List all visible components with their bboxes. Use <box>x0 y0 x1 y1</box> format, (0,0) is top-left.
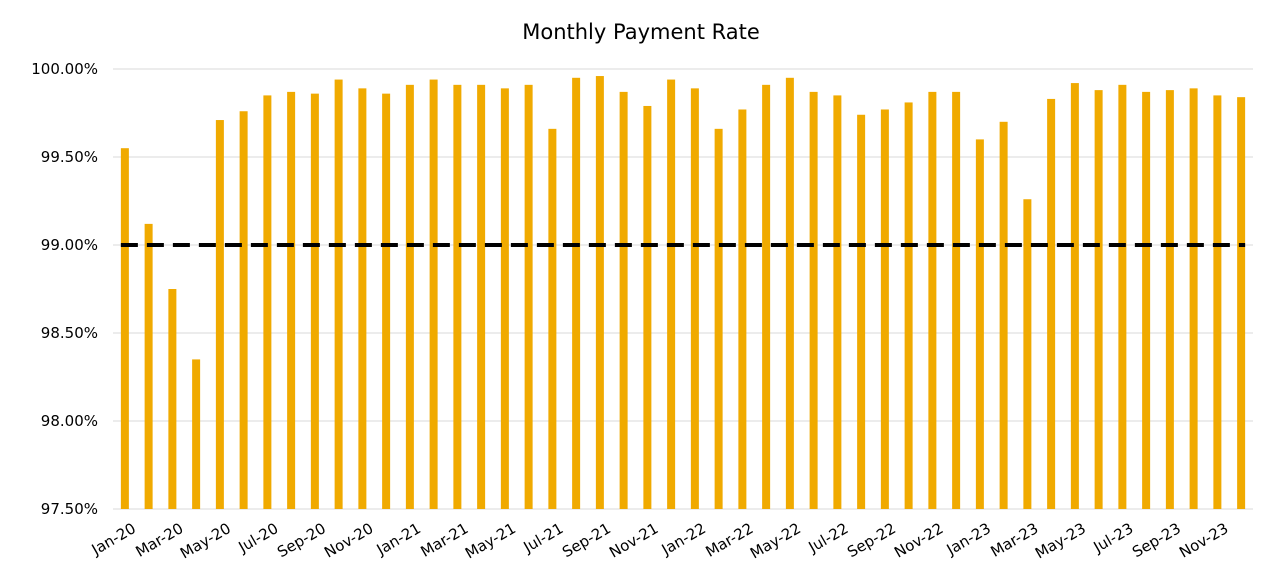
x-tick-label: May-20 <box>177 519 234 562</box>
bar <box>548 128 557 509</box>
bar <box>192 359 201 509</box>
bar <box>239 111 248 510</box>
x-tick-label: Nov-21 <box>606 519 661 561</box>
bar <box>358 88 367 510</box>
y-tick-label: 99.50% <box>41 148 98 166</box>
bar <box>263 95 272 510</box>
x-tick-label: Jul-20 <box>235 519 282 556</box>
bar <box>880 109 889 509</box>
bar <box>1237 97 1246 509</box>
bar <box>714 128 723 509</box>
bar <box>785 77 794 510</box>
y-tick-label: 98.50% <box>41 324 98 342</box>
bar <box>1165 90 1174 510</box>
y-tick-label: 100.00% <box>31 60 98 78</box>
bar <box>999 121 1008 510</box>
x-tick-label: May-22 <box>747 519 804 562</box>
bar <box>690 88 699 510</box>
bar <box>453 84 462 509</box>
x-tick-label: Jul-22 <box>805 519 852 556</box>
x-tick-label: May-21 <box>462 519 519 562</box>
bar <box>120 148 129 509</box>
x-tick-label: Sep-23 <box>1129 519 1184 561</box>
bar <box>1189 88 1198 510</box>
x-tick-label: Nov-20 <box>321 519 376 561</box>
x-tick-label: Jan-22 <box>658 519 709 559</box>
bar <box>382 93 391 509</box>
bar <box>928 91 937 509</box>
bar <box>405 84 414 509</box>
bar <box>975 139 984 509</box>
x-tick-label: Sep-20 <box>274 519 329 561</box>
x-tick-label: Jan-20 <box>88 519 139 559</box>
bar <box>833 95 842 510</box>
bar <box>144 223 153 509</box>
bar <box>1142 91 1151 509</box>
bar <box>738 109 747 509</box>
bar <box>619 91 628 509</box>
grid-lines <box>113 68 1253 510</box>
y-axis-ticks: 97.50% 98.00% 98.50% 99.00% 99.50% 100.00% <box>31 60 98 518</box>
x-tick-label: Jul-21 <box>520 519 567 556</box>
bar <box>643 105 652 510</box>
bar <box>500 88 509 510</box>
bar <box>857 114 866 509</box>
bar <box>429 79 438 509</box>
bar <box>334 79 343 509</box>
bar <box>1118 84 1127 509</box>
bar <box>1023 199 1032 510</box>
bar <box>904 102 913 509</box>
x-tick-label: Sep-21 <box>559 519 614 561</box>
x-tick-label: Sep-22 <box>844 519 899 561</box>
x-tick-label: Mar-23 <box>987 519 1041 561</box>
x-tick-label: Jan-23 <box>943 519 994 559</box>
chart-title: Monthly Payment Rate <box>522 20 760 44</box>
x-tick-label: Mar-21 <box>417 519 471 561</box>
bar <box>287 91 296 509</box>
bar <box>667 79 676 509</box>
x-tick-label: Jan-21 <box>373 519 424 559</box>
x-tick-label: Jul-23 <box>1090 519 1137 556</box>
bar <box>215 120 224 509</box>
bar <box>168 289 177 509</box>
bar <box>1213 95 1222 510</box>
bar <box>952 91 961 509</box>
y-tick-label: 97.50% <box>41 500 98 518</box>
bar <box>762 84 771 509</box>
x-tick-label: Mar-20 <box>132 519 186 561</box>
bars <box>120 76 1246 510</box>
y-tick-label: 98.00% <box>41 412 98 430</box>
bar <box>1070 83 1079 509</box>
bar <box>1094 90 1103 510</box>
y-tick-label: 99.00% <box>41 236 98 254</box>
bar <box>524 84 533 509</box>
bar <box>572 77 581 510</box>
x-tick-label: Mar-22 <box>702 519 756 561</box>
bar <box>477 84 486 509</box>
bar <box>595 76 604 509</box>
bar <box>809 91 818 509</box>
x-tick-label: May-23 <box>1032 519 1089 562</box>
bar <box>1047 98 1056 510</box>
x-tick-label: Nov-22 <box>891 519 946 561</box>
x-tick-label: Nov-23 <box>1176 519 1231 561</box>
bar <box>310 93 319 509</box>
